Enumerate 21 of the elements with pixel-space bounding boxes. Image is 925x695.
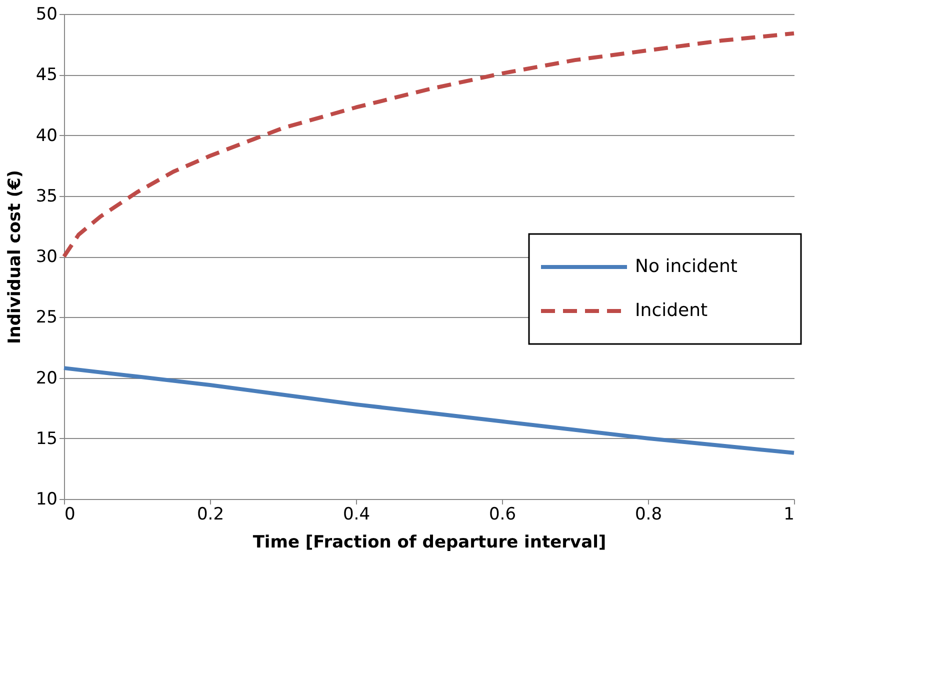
x-tick-label: 0 — [64, 504, 76, 524]
y-tick-label: 50 — [36, 4, 58, 24]
y-tick-label: 45 — [36, 65, 58, 86]
x-tick-label: 0.6 — [488, 504, 516, 524]
legend-label: No incident — [635, 256, 738, 277]
line-series — [62, 31, 796, 258]
x-tick-label: 1 — [784, 504, 794, 524]
x-tick-label: 0.8 — [634, 504, 662, 524]
y-tick-label: 35 — [36, 186, 58, 206]
x-tick-label: 0.2 — [196, 504, 224, 524]
line-series — [62, 366, 796, 455]
y-tick-label: 30 — [36, 247, 58, 267]
y-tick-label: 15 — [36, 428, 58, 449]
legend-label: Incident — [635, 300, 708, 321]
y-tick-label: 10 — [36, 490, 58, 510]
y-tick-label: 25 — [36, 308, 58, 328]
y-axis-title: Individual cost (€) — [4, 170, 25, 344]
y-tick-label: 40 — [36, 126, 58, 146]
y-tick-label: 20 — [36, 368, 58, 388]
x-tick-label: 0.4 — [342, 504, 370, 524]
x-axis-title: Time [Fraction of departure interval] — [252, 532, 606, 552]
